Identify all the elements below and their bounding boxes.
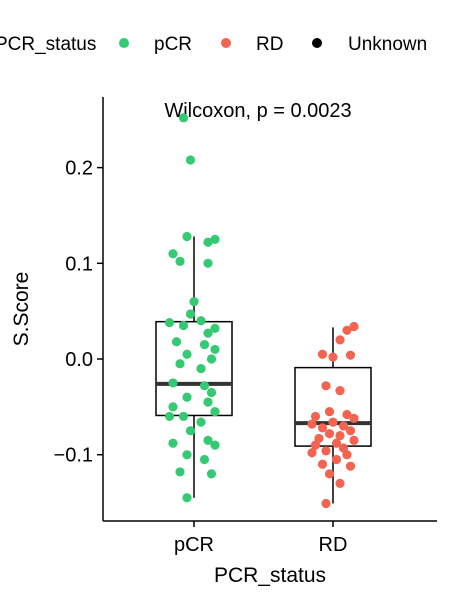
point-rd xyxy=(328,417,338,427)
point-pcr xyxy=(185,426,196,436)
y-tick-label: 0.1 xyxy=(65,253,93,275)
point-rd xyxy=(317,423,328,433)
point-rd xyxy=(324,429,335,439)
legend-key-pcr xyxy=(119,38,129,48)
point-pcr xyxy=(203,397,213,407)
point-rd xyxy=(317,459,328,469)
point-pcr xyxy=(168,249,178,259)
point-pcr xyxy=(175,467,185,477)
point-pcr xyxy=(203,435,213,445)
legend-title: PCR_status xyxy=(0,34,96,55)
point-pcr xyxy=(182,349,192,359)
point-pcr xyxy=(182,392,192,402)
x-axis-title: PCR_status xyxy=(214,564,326,587)
point-rd xyxy=(321,381,331,391)
point-pcr xyxy=(203,328,213,338)
point-rd xyxy=(324,407,335,417)
point-rd xyxy=(321,498,331,509)
y-ticks: −0.1 0.0 0.1 0.2 xyxy=(54,158,103,467)
point-pcr xyxy=(210,407,220,417)
point-rd xyxy=(345,350,356,360)
point-pcr xyxy=(199,340,210,350)
point-rd xyxy=(342,409,352,420)
point-pcr xyxy=(199,381,210,391)
point-pcr xyxy=(175,359,185,369)
point-pcr xyxy=(185,309,196,319)
point-rd xyxy=(342,325,352,335)
point-pcr xyxy=(210,323,220,333)
point-pcr xyxy=(206,354,217,364)
point-rd xyxy=(317,349,328,359)
point-rd xyxy=(349,321,359,332)
point-pcr xyxy=(168,438,178,448)
point-rd xyxy=(349,413,359,423)
point-pcr xyxy=(196,363,206,374)
y-axis-title: S.Score xyxy=(10,272,33,347)
y-tick-label: −0.1 xyxy=(54,445,93,467)
point-rd xyxy=(331,454,342,465)
x-tick-label: pCR xyxy=(174,534,214,556)
point-pcr xyxy=(189,296,199,307)
x-tick-label: RD xyxy=(319,534,348,556)
point-rd xyxy=(321,446,331,456)
point-pcr xyxy=(196,316,206,326)
point-rd xyxy=(342,450,352,460)
point-pcr xyxy=(182,231,192,242)
point-pcr xyxy=(210,344,220,355)
legend-label-pcr: pCR xyxy=(154,34,192,55)
point-pcr xyxy=(171,337,182,347)
point-pcr xyxy=(203,258,213,268)
legend-label-unknown: Unknown xyxy=(348,34,427,55)
point-pcr xyxy=(182,493,192,503)
point-rd xyxy=(338,421,349,431)
point-pcr xyxy=(210,440,220,450)
point-pcr xyxy=(210,234,220,244)
x-ticks: pCR RD xyxy=(174,521,347,556)
legend-label-rd: RD xyxy=(256,34,283,55)
point-pcr xyxy=(199,454,210,465)
point-pcr xyxy=(185,155,196,165)
point-rd xyxy=(335,478,345,489)
box-pcr xyxy=(155,320,233,417)
point-pcr xyxy=(178,411,189,422)
point-pcr xyxy=(164,411,175,422)
point-rd xyxy=(349,435,359,445)
point-pcr xyxy=(206,387,217,398)
point-rd xyxy=(345,461,356,471)
legend-key-unknown xyxy=(312,38,322,48)
point-rd xyxy=(345,426,356,436)
point-pcr xyxy=(175,256,185,266)
point-pcr xyxy=(168,402,178,412)
point-rd xyxy=(335,385,345,396)
point-pcr xyxy=(178,113,189,123)
point-pcr xyxy=(164,318,175,328)
point-rd xyxy=(307,448,317,458)
point-rd xyxy=(310,411,321,422)
point-rd xyxy=(328,352,338,362)
point-pcr xyxy=(178,320,189,331)
point-pcr xyxy=(206,469,217,479)
point-pcr xyxy=(196,417,206,427)
point-pcr xyxy=(168,378,178,388)
point-rd xyxy=(335,335,345,345)
y-tick-label: 0.2 xyxy=(65,158,93,180)
point-rd xyxy=(331,438,342,448)
y-tick-label: 0.0 xyxy=(65,349,93,371)
legend-key-rd xyxy=(221,38,231,48)
wilcoxon-annotation: Wilcoxon, p = 0.0023 xyxy=(164,100,351,122)
legend: PCR_status pCR RD Unknown xyxy=(0,34,427,55)
point-pcr xyxy=(203,237,213,247)
point-rd xyxy=(310,440,321,450)
point-rd xyxy=(324,469,335,479)
data-points xyxy=(164,113,359,509)
point-pcr xyxy=(182,450,192,460)
point-rd xyxy=(335,430,345,441)
point-rd xyxy=(307,419,317,429)
